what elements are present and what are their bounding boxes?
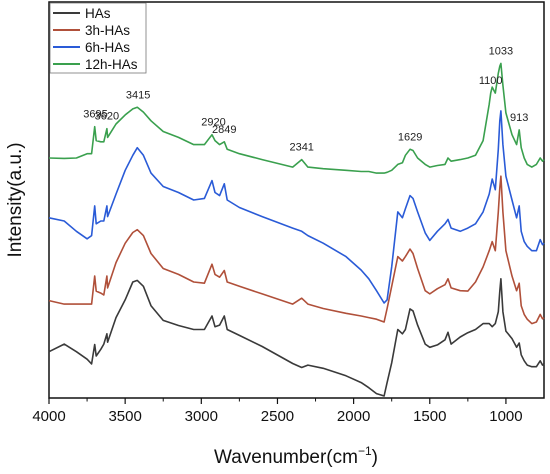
peak-label-1033: 1033 (489, 45, 513, 57)
peak-label-913: 913 (510, 112, 528, 124)
x-axis-title-close: ) (372, 447, 378, 468)
legend: HAs 3h-HAs 6h-HAs 12h-HAs (49, 2, 147, 74)
series-line-6h-has (48, 110, 545, 304)
series-line-3h-has (48, 175, 545, 325)
x-axis-title-main: Wavenumber(cm (214, 447, 358, 468)
legend-label-6h-has: 6h-HAs (85, 40, 130, 55)
peak-label-3620: 3620 (95, 111, 119, 123)
series-line-12h-has (48, 62, 545, 174)
legend-label-12h-has: 12h-HAs (85, 57, 138, 72)
x-axis-ticks: 4000 3500 3000 2500 2000 1500 1000 (32, 398, 523, 425)
series-line-has (48, 278, 545, 397)
x-tick-label-3500: 3500 (108, 408, 141, 425)
legend-label-3h-has: 3h-HAs (85, 23, 130, 38)
x-axis-title: Wavenumber(cm−1) (214, 444, 378, 468)
x-axis-title-superscript: −1 (358, 444, 372, 458)
x-tick-label-2000: 2000 (337, 408, 370, 425)
x-tick-label-2500: 2500 (261, 408, 294, 425)
x-tick-label-1500: 1500 (413, 408, 446, 425)
peak-label-2920: 2920 (201, 117, 225, 129)
peak-label-3415: 3415 (126, 89, 150, 101)
y-axis-title: Intensity(a.u.) (5, 142, 26, 257)
x-tick-label-3000: 3000 (185, 408, 218, 425)
legend-label-has: HAs (85, 6, 111, 21)
legend-box (49, 2, 147, 74)
x-tick-label-4000: 4000 (32, 408, 65, 425)
peak-label-2849: 2849 (212, 124, 236, 136)
peak-label-3695: 3695 (83, 109, 107, 121)
peak-label-1100: 1100 (479, 75, 503, 87)
series-layer (48, 62, 545, 397)
peak-label-1629: 1629 (398, 131, 422, 143)
x-tick-label-1000: 1000 (489, 408, 522, 425)
peak-label-2341: 2341 (289, 142, 313, 154)
